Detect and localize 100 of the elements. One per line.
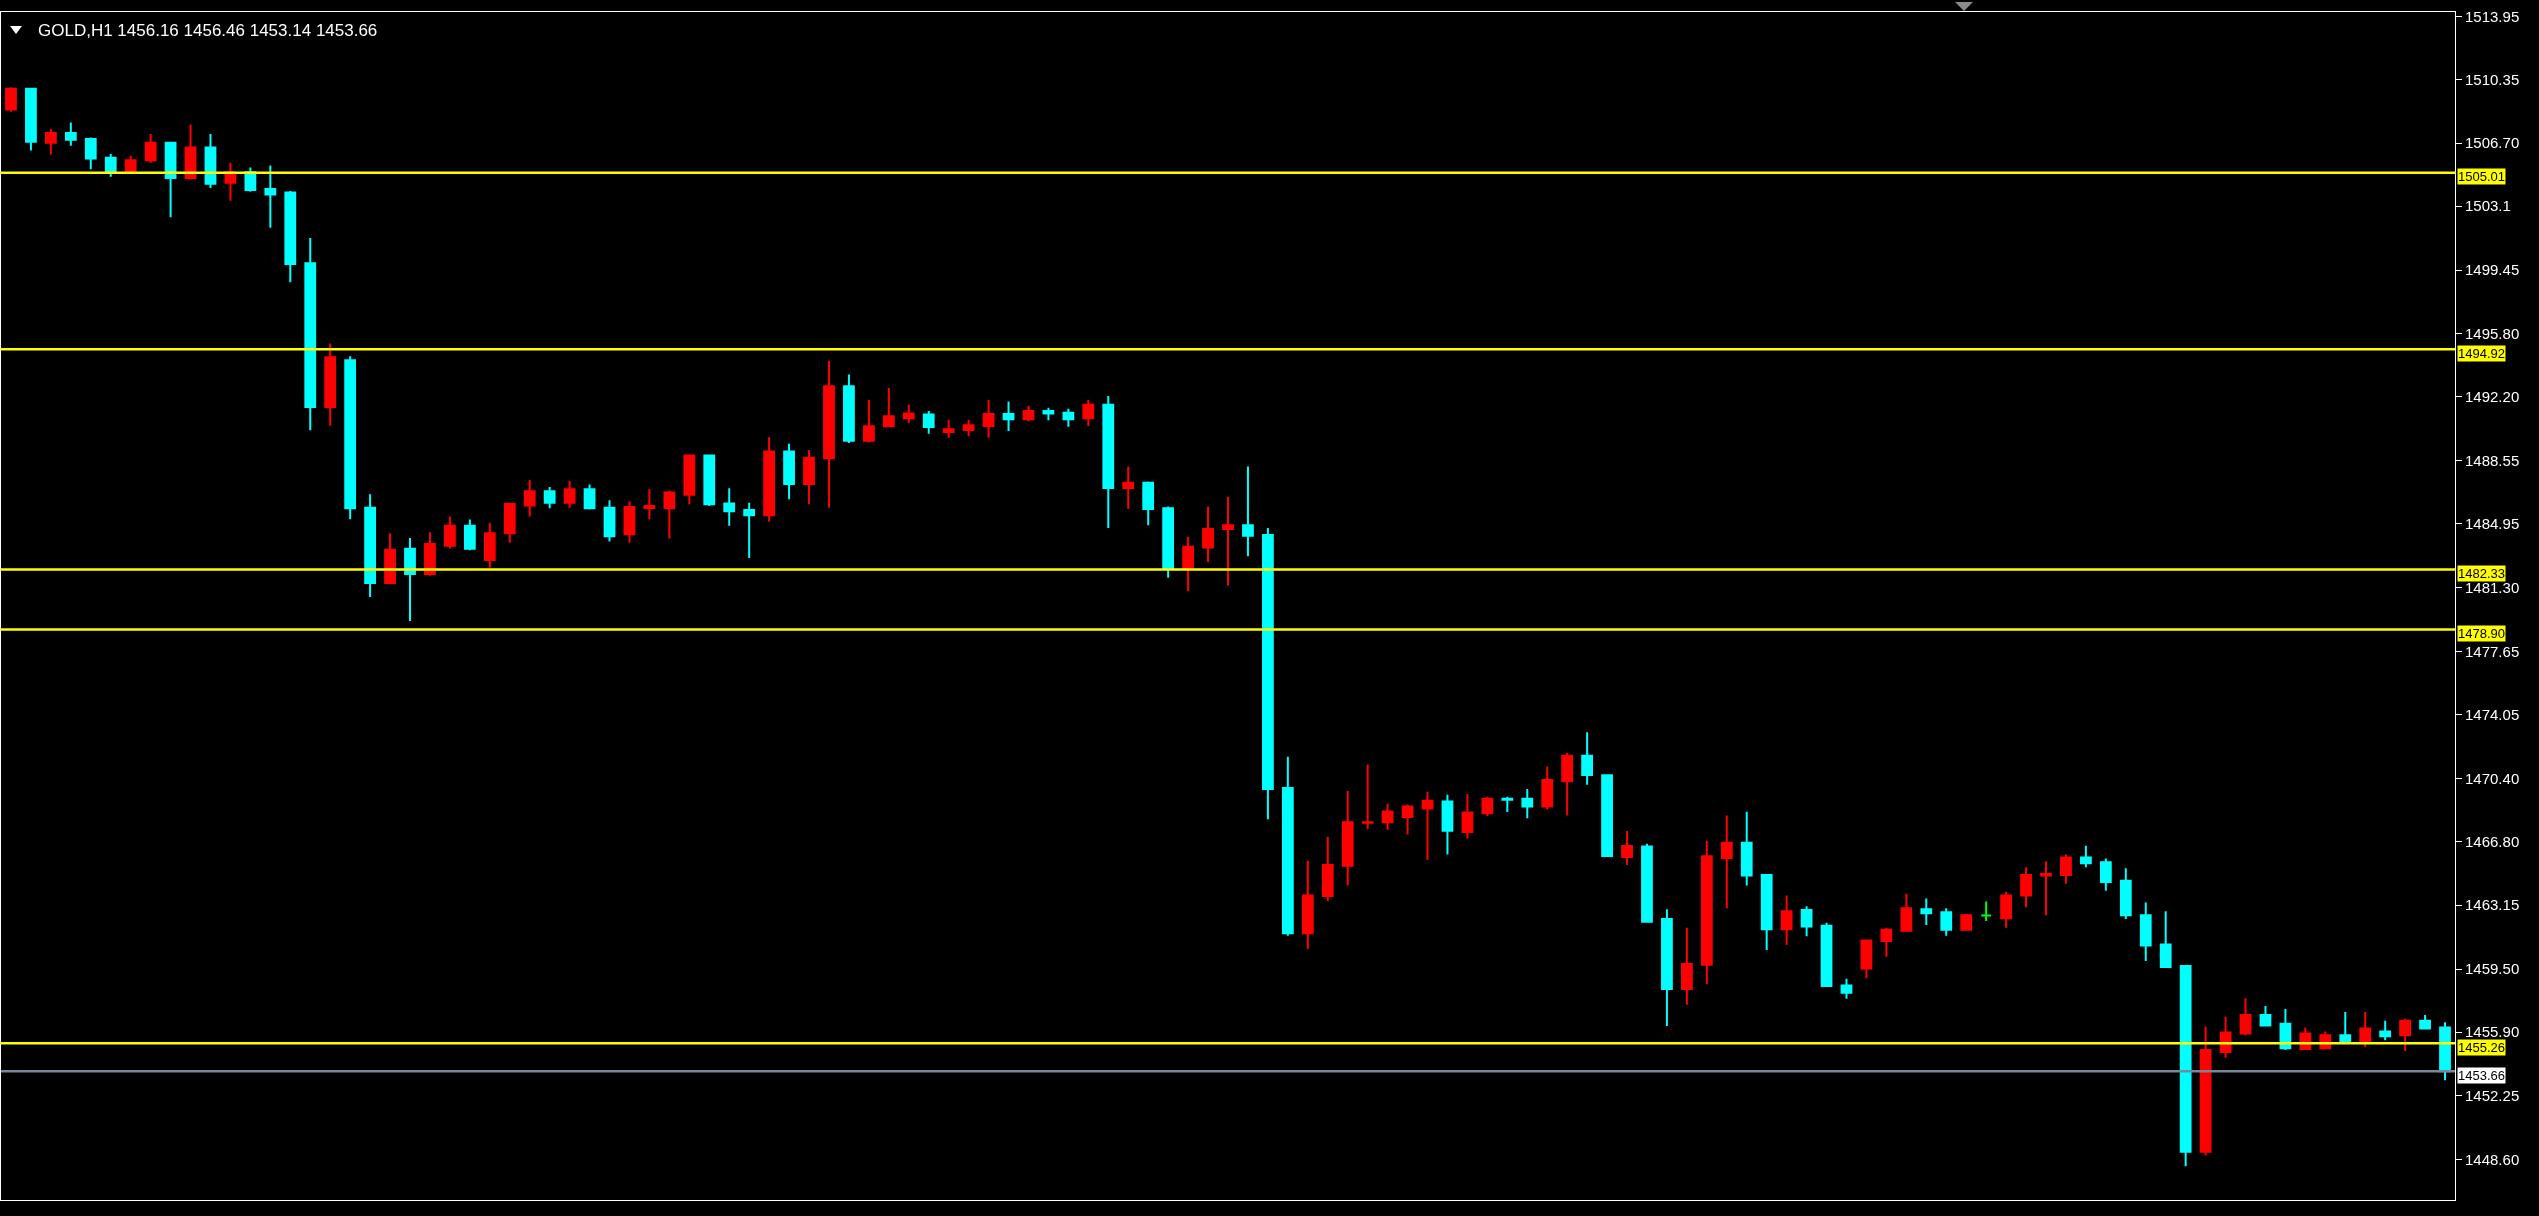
candlestick	[743, 501, 756, 560]
candlestick	[264, 164, 277, 229]
candlestick	[1740, 810, 1753, 887]
candlestick	[1222, 495, 1234, 587]
candlestick	[384, 532, 396, 586]
y-tick-label: 1510.35	[2465, 70, 2520, 88]
candlestick	[2119, 867, 2132, 921]
candlestick	[1601, 773, 1613, 859]
candlestick	[1680, 926, 1693, 1006]
candlestick	[1102, 395, 1115, 529]
y-tick-label: 1488.55	[2465, 452, 2520, 470]
candlestick	[763, 436, 776, 523]
candlestick	[783, 442, 795, 501]
candlestick	[843, 373, 855, 445]
y-tick-label: 1492.20	[2465, 388, 2520, 406]
candlestick	[503, 502, 516, 544]
candlestick	[2419, 1013, 2431, 1031]
candlestick	[2040, 860, 2052, 917]
candlestick	[2199, 1025, 2212, 1157]
candlestick	[2219, 1015, 2232, 1059]
y-tick-label: 1466.80	[2465, 832, 2520, 850]
candlestick	[703, 453, 716, 508]
candlestick	[862, 399, 875, 444]
candlestick	[1880, 926, 1893, 958]
y-tick-label: 1470.40	[2465, 769, 2520, 787]
y-tick-label: 1499.45	[2465, 261, 2520, 279]
candlestick	[2020, 866, 2032, 909]
y-tick-label: 1513.95	[2465, 7, 2520, 25]
candlestick	[304, 236, 317, 432]
candlestick	[64, 121, 77, 147]
candlestick	[1541, 765, 1554, 811]
candlestick	[543, 486, 556, 510]
candlestick	[1122, 465, 1135, 511]
candlestick	[1940, 907, 1953, 937]
candlestick	[563, 480, 576, 509]
candlestick	[823, 359, 835, 509]
candlestick	[1820, 921, 1833, 988]
y-tick-label: 1452.25	[2465, 1087, 2520, 1105]
y-tick-label: 1503.1	[2465, 197, 2511, 215]
ref-line-label: 1478.90	[2458, 626, 2505, 641]
candlestick	[723, 487, 736, 527]
candlestick	[623, 500, 636, 544]
y-tick-label: 1474.05	[2465, 705, 2520, 723]
candlestick	[104, 153, 117, 178]
candlestick	[523, 479, 536, 518]
candlestick	[144, 133, 157, 164]
candlestick	[1960, 913, 1973, 932]
y-tick-label: 1463.15	[2465, 896, 2520, 914]
y-tick-label: 1495.80	[2465, 325, 2520, 343]
ref-line-label: 1505.01	[2458, 169, 2505, 184]
candlestick	[683, 453, 696, 506]
y-tick-label: 1459.50	[2465, 960, 2520, 978]
candlestick	[1341, 789, 1354, 887]
candlestick	[2259, 1004, 2272, 1027]
candlestick	[2339, 1010, 2352, 1044]
candlestick	[803, 448, 815, 506]
text: GOLD,H1 1456.16 1456.46 1453.14 1453.66	[38, 20, 378, 40]
candlestick	[1700, 839, 1713, 986]
candlestick	[643, 488, 656, 521]
candlestick	[1461, 792, 1474, 840]
candlestick	[1581, 731, 1594, 786]
y-tick-label: 1477.65	[2465, 642, 2520, 660]
candlestick	[1481, 795, 1494, 817]
candlestick	[1980, 900, 1993, 922]
y-tick-label: 1455.90	[2465, 1023, 2520, 1041]
candlestick	[404, 536, 416, 623]
candlestick	[1641, 842, 1653, 923]
candlestick	[324, 342, 337, 427]
candlestick	[2439, 1021, 2451, 1082]
candlestick	[2399, 1017, 2412, 1052]
candlestick	[2359, 1010, 2372, 1049]
candlestick	[2239, 997, 2252, 1037]
y-tick-label: 1481.30	[2465, 578, 2520, 596]
candlestick	[1501, 795, 1514, 814]
candlestick	[1900, 892, 1913, 933]
candlestick	[2000, 890, 2012, 929]
candlestick	[2179, 964, 2192, 1168]
candlestick	[1202, 505, 1214, 564]
candlestick	[1920, 897, 1933, 926]
candlestick	[1421, 790, 1434, 862]
candlestick	[463, 518, 476, 552]
candlestick	[1182, 535, 1194, 593]
candlestick	[2060, 853, 2072, 885]
candlestick	[1002, 400, 1015, 433]
candlestick	[5, 86, 17, 113]
candlestick	[1361, 763, 1374, 831]
candlestick	[663, 489, 676, 540]
candlestick	[1521, 788, 1534, 820]
ref-line-label: 1482.33	[2458, 566, 2505, 581]
candlestick	[364, 493, 376, 599]
candlestick	[124, 154, 137, 174]
candlestick	[982, 399, 995, 439]
candlestick	[44, 128, 57, 156]
candlestick	[204, 133, 217, 190]
candlestick	[344, 355, 357, 521]
candlestick	[1621, 830, 1633, 866]
candlestick	[603, 499, 616, 543]
candlestick	[942, 418, 955, 439]
candlestick	[483, 522, 496, 569]
y-tick-label: 1484.95	[2465, 515, 2520, 533]
